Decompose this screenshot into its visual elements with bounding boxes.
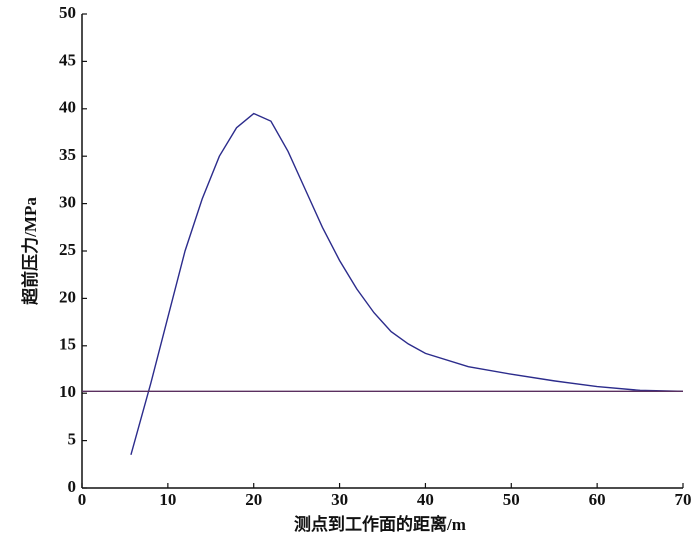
y-tick-label: 50 — [59, 3, 76, 22]
y-tick-label: 10 — [59, 382, 76, 401]
x-tick-label: 30 — [331, 490, 348, 509]
y-tick-label: 45 — [59, 50, 76, 69]
x-tick-label: 50 — [503, 490, 520, 509]
y-tick-label: 40 — [59, 98, 76, 117]
data-line — [130, 112, 684, 456]
y-tick-label: 5 — [68, 430, 77, 449]
x-tick-label: 10 — [159, 490, 176, 509]
x-axis-label: 测点到工作面的距离/m — [294, 514, 466, 534]
y-tick-label: 15 — [59, 335, 76, 354]
y-tick-label: 0 — [68, 477, 77, 496]
x-tick-label: 40 — [417, 490, 434, 509]
x-tick-label: 20 — [245, 490, 262, 509]
y-tick-label: 20 — [59, 287, 76, 306]
y-axis-label: 超前压力/MPa — [20, 197, 40, 305]
y-tick-label: 30 — [59, 193, 76, 212]
x-tick-label: 0 — [78, 490, 87, 509]
x-tick-label: 60 — [589, 490, 606, 509]
y-tick-label: 35 — [59, 145, 76, 164]
x-tick-label: 70 — [675, 490, 692, 509]
y-tick-label: 25 — [59, 240, 76, 259]
